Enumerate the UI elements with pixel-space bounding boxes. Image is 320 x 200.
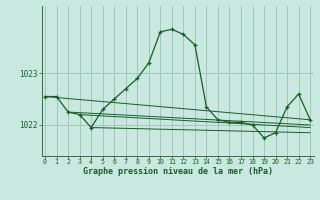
X-axis label: Graphe pression niveau de la mer (hPa): Graphe pression niveau de la mer (hPa) bbox=[83, 167, 273, 176]
